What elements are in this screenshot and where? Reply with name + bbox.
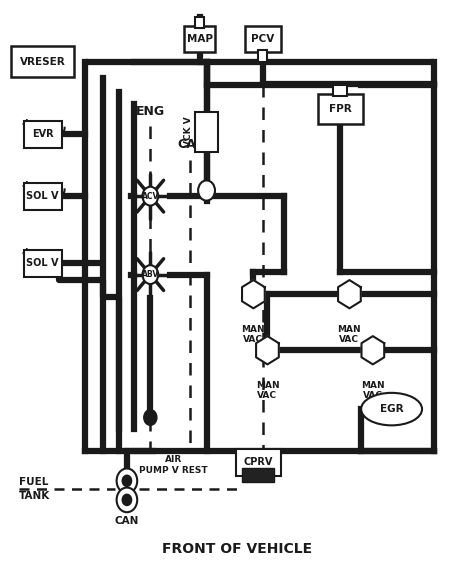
Text: EVR: EVR: [32, 130, 54, 139]
Text: ABV: ABV: [142, 270, 159, 279]
Circle shape: [117, 469, 137, 493]
Text: FUEL: FUEL: [19, 477, 48, 487]
Text: SOL V: SOL V: [27, 191, 59, 201]
Circle shape: [117, 487, 137, 512]
Polygon shape: [256, 336, 279, 365]
Text: MAN
VAC: MAN VAC: [255, 381, 279, 401]
Bar: [242, 468, 274, 482]
Text: +: +: [20, 246, 32, 260]
FancyBboxPatch shape: [258, 50, 267, 62]
Text: MAN
VAC: MAN VAC: [361, 381, 385, 401]
Text: ACV: ACV: [142, 192, 159, 200]
FancyBboxPatch shape: [245, 26, 281, 52]
FancyBboxPatch shape: [24, 121, 62, 148]
Polygon shape: [362, 336, 384, 365]
Text: FRONT OF VEHICLE: FRONT OF VEHICLE: [162, 542, 312, 556]
Text: VCK V: VCK V: [184, 116, 193, 147]
Text: ENG: ENG: [136, 105, 165, 118]
Text: PUMP V REST: PUMP V REST: [139, 466, 208, 475]
FancyBboxPatch shape: [11, 46, 74, 77]
Text: PCV: PCV: [251, 34, 274, 44]
Circle shape: [143, 187, 158, 205]
FancyBboxPatch shape: [24, 183, 62, 209]
Text: TANK: TANK: [19, 491, 50, 501]
Text: MAN
VAC: MAN VAC: [242, 325, 265, 345]
FancyBboxPatch shape: [195, 112, 219, 152]
Circle shape: [198, 181, 215, 200]
FancyBboxPatch shape: [24, 250, 62, 277]
Text: FPR: FPR: [328, 104, 351, 114]
Text: SOL V: SOL V: [27, 259, 59, 268]
Circle shape: [122, 494, 132, 505]
Circle shape: [122, 475, 132, 486]
FancyBboxPatch shape: [184, 26, 215, 52]
Ellipse shape: [361, 393, 422, 426]
Text: MAP: MAP: [187, 34, 212, 44]
Text: MAN
VAC: MAN VAC: [337, 325, 361, 345]
FancyBboxPatch shape: [195, 17, 204, 28]
Text: AIR: AIR: [165, 455, 182, 464]
Polygon shape: [242, 280, 265, 308]
Circle shape: [144, 410, 157, 426]
Text: EGR: EGR: [380, 404, 403, 414]
FancyBboxPatch shape: [333, 84, 347, 96]
Text: CPRV: CPRV: [243, 457, 273, 468]
Polygon shape: [338, 280, 361, 308]
Text: VRESER: VRESER: [20, 57, 65, 67]
Circle shape: [143, 265, 158, 284]
Text: +: +: [20, 179, 32, 193]
FancyBboxPatch shape: [318, 94, 363, 125]
Text: +: +: [20, 117, 32, 131]
Text: CAT: CAT: [177, 138, 203, 151]
Text: CAN: CAN: [115, 516, 139, 526]
FancyBboxPatch shape: [236, 449, 281, 476]
